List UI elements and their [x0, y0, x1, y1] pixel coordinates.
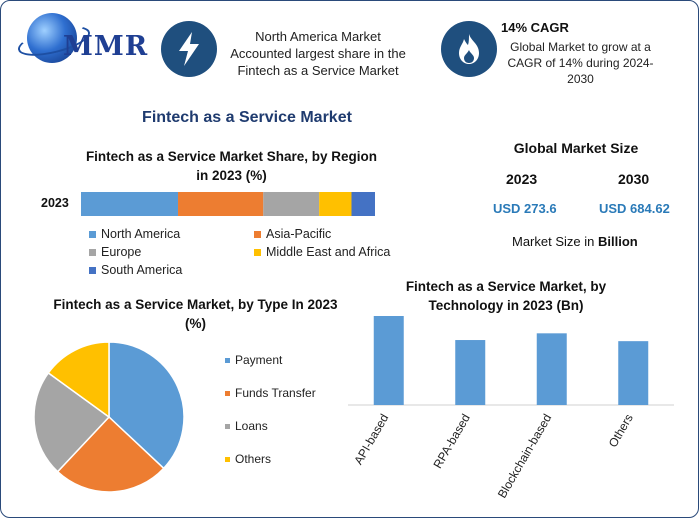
type-legend-item-payment: Payment [225, 353, 282, 367]
legend-label: South America [101, 263, 183, 277]
flame-icon [459, 34, 479, 64]
header-center-text: North America Market Accounted largest s… [230, 29, 406, 78]
legend-swatch [225, 456, 230, 462]
market-size-value-2023: USD 273.6 [493, 201, 557, 216]
region-legend-item-europe: Europe [89, 245, 141, 259]
tech-bar-others [618, 341, 649, 405]
bolt-badge [161, 21, 217, 77]
tech-tick-label-blockchain-based: Blockchain-based [495, 412, 554, 501]
legend-label: Funds Transfer [235, 386, 316, 400]
tech-tick-label-others: Others [606, 412, 636, 450]
market-size-note-prefix: Market Size in [512, 234, 598, 249]
tech-chart-title: Fintech as a Service Market, by Technolo… [405, 279, 607, 313]
tech-bar-rpa-based [455, 340, 486, 405]
legend-label: Loans [235, 419, 268, 433]
region-bar-segment-middle-east-and-africa [319, 192, 352, 216]
tech-tick-label-rpa-based: RPA-based [430, 412, 472, 471]
region-stacked-bar-chart [81, 192, 375, 216]
market-size-value-2030: USD 684.62 [599, 201, 670, 216]
flame-badge [441, 21, 497, 77]
region-bar-segment-europe [263, 192, 320, 216]
tech-bar-blockchain-based [536, 333, 567, 405]
header-right-title: 14% CAGR [501, 20, 569, 35]
region-legend-item-middle-east-and-africa: Middle East and Africa [254, 245, 390, 259]
lightning-bolt-icon [179, 32, 199, 66]
legend-swatch [89, 230, 96, 238]
legend-label: Others [235, 452, 272, 466]
region-chart-title: Fintech as a Service Market Share, by Re… [85, 149, 378, 183]
legend-swatch [254, 248, 261, 256]
pie-slice-funds-transfer [56, 415, 165, 493]
legend-label: North America [101, 227, 181, 241]
legend-swatch [225, 423, 230, 429]
header-right-text: Global Market to grow at a CAGR of 14% d… [507, 40, 654, 86]
region-bar-segment-south-america [351, 192, 375, 216]
pie-slice-payment [108, 341, 185, 470]
legend-swatch [225, 357, 230, 363]
market-size-note-unit: Billion [597, 234, 638, 249]
technology-bar-chart: API-based RPA-based Blockchain-based Others [348, 316, 674, 501]
type-legend-item-loans: Loans [225, 419, 268, 433]
tech-tick-label-api-based: API-based [351, 412, 391, 468]
pie-slice-loans [33, 371, 111, 473]
region-legend: North America Asia-Pacific Europe Middle Ea… [89, 227, 419, 287]
pie-slice-others [47, 341, 110, 419]
legend-label: Payment [235, 353, 283, 367]
globe-icon [27, 13, 77, 63]
legend-swatch [89, 248, 96, 256]
logo-text: MMR [63, 31, 149, 62]
type-pie-chart [33, 341, 185, 493]
legend-label: Middle East and Africa [266, 245, 391, 259]
tech-bar-api-based [373, 316, 404, 405]
legend-label: Asia-Pacific [266, 227, 332, 241]
market-size-note: Market Size in Billion [512, 234, 638, 249]
region-legend-item-south-america: South America [89, 263, 182, 277]
market-size-year-2030: 2030 [618, 171, 650, 187]
main-title: Fintech as a Service Market [142, 109, 352, 126]
legend-swatch [89, 266, 96, 274]
region-bar-segment-north-america [81, 192, 179, 216]
legend-label: Europe [101, 245, 142, 259]
mmr-logo: MMR [1, 1, 151, 76]
market-size-year-2023: 2023 [506, 171, 538, 187]
type-chart-title: Fintech as a Service Market, by Type In … [53, 297, 338, 331]
legend-swatch [225, 390, 230, 396]
region-legend-item-north-america: North America [89, 227, 180, 241]
type-legend-item-funds-transfer: Funds Transfer [225, 386, 316, 400]
legend-swatch [254, 230, 261, 238]
market-size-title: Global Market Size [513, 140, 639, 156]
region-bar-segment-asia-pacific [178, 192, 264, 216]
region-category-label: 2023 [41, 196, 69, 210]
type-legend: Payment Funds Transfer Loans Others [225, 353, 335, 473]
region-legend-item-asia-pacific: Asia-Pacific [254, 227, 331, 241]
type-legend-item-others: Others [225, 452, 271, 466]
